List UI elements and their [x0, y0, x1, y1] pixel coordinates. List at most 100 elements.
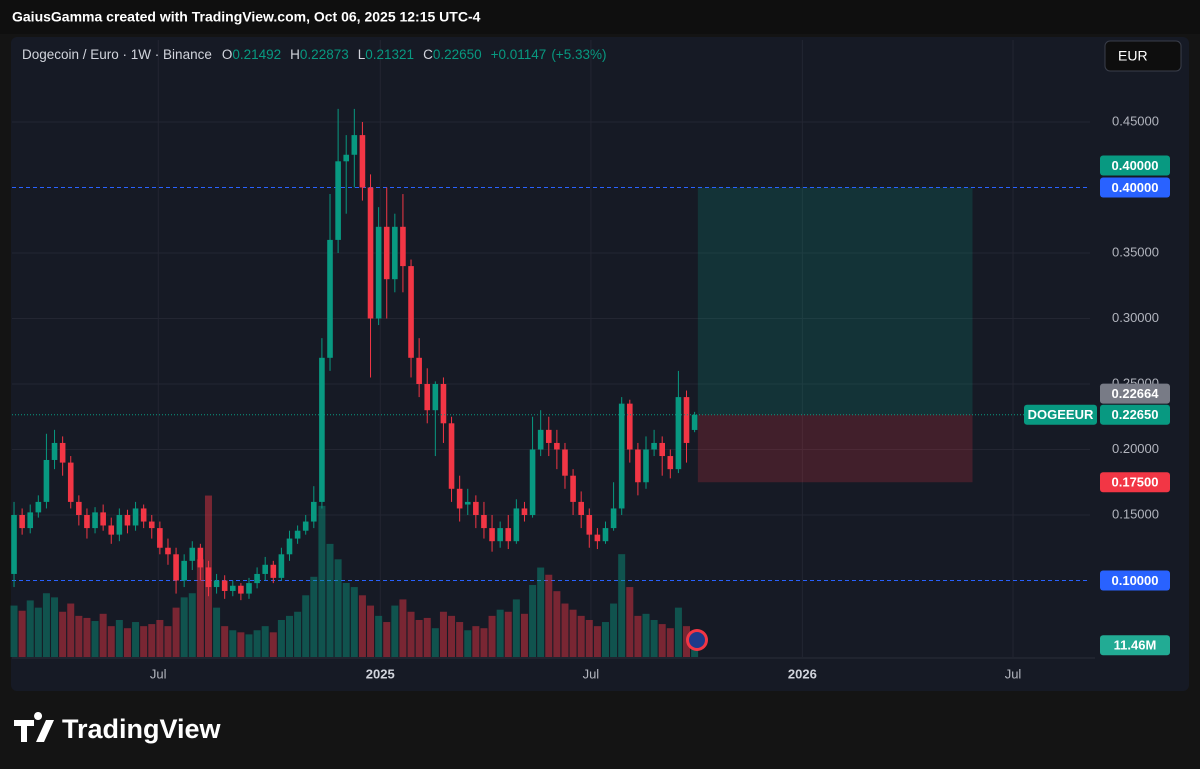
candle-body [59, 442, 66, 463]
candle-body [67, 462, 74, 502]
price-tag [1100, 472, 1170, 493]
y-tick-label: 0.35000 [1112, 244, 1159, 259]
candle-body [254, 573, 260, 584]
candle-body [610, 508, 617, 529]
price-tag [1024, 404, 1097, 425]
volume-bar [83, 617, 91, 657]
candle-body [392, 226, 398, 280]
price-tag [1100, 177, 1170, 198]
volume-bar [691, 645, 699, 657]
candle-body [481, 514, 487, 529]
volume-bar [302, 595, 310, 657]
volume-bar [512, 599, 520, 657]
volume-bar [229, 630, 237, 657]
volume-bar [383, 622, 391, 657]
volume-bar [18, 610, 26, 657]
volume-bar [480, 628, 488, 657]
candle-body [554, 442, 560, 450]
volume-bar [666, 628, 674, 657]
candle-body [497, 528, 503, 542]
legend-item: 0.21492 [232, 47, 281, 62]
volume-bar [448, 615, 456, 657]
volume-bar [496, 609, 504, 657]
icon-core [689, 632, 705, 648]
volume-bar [553, 591, 561, 657]
candle-body [691, 414, 698, 430]
volume-bar [358, 595, 366, 657]
candle-body [76, 501, 82, 515]
volume-bar [569, 609, 577, 657]
price-tag-label: 0.40000 [1112, 180, 1159, 195]
candle-body [683, 397, 690, 443]
volume-bar [196, 559, 204, 657]
y-tick-label: 0.45000 [1112, 113, 1159, 128]
candle-body [570, 475, 576, 502]
volume-bar [156, 619, 164, 657]
candle-body [270, 564, 277, 578]
volume-bar [674, 607, 682, 657]
candle-body [529, 449, 536, 515]
candle-body [124, 514, 131, 526]
candle-body [294, 530, 301, 539]
volume-bar [561, 603, 569, 657]
volume-bar [464, 630, 472, 657]
candle-body [513, 508, 520, 542]
volume-bar [164, 626, 172, 657]
candle-body [375, 226, 382, 319]
candle-body [319, 357, 325, 502]
price-tag-label: 0.22664 [1112, 386, 1160, 401]
legend: Dogecoin / Euro · 1W · Binance O0.21492 H0… [22, 47, 606, 62]
price-tag-label: 0.10000 [1112, 573, 1159, 588]
candle-body [148, 521, 155, 529]
volume-bar [342, 582, 350, 657]
volume-bar [658, 624, 666, 657]
candle-body [311, 501, 317, 522]
volume-bar [391, 605, 399, 657]
candle-body [35, 501, 42, 513]
legend-item: 0.21321 [365, 47, 414, 62]
candle-body [221, 580, 228, 591]
candle-body [51, 442, 58, 460]
volume-bar [407, 611, 415, 657]
price-tag-label: 11.46M [1114, 638, 1157, 653]
candle-body [359, 135, 366, 188]
price-tag [1100, 570, 1170, 591]
candle-body [643, 449, 649, 483]
volume-bar [642, 613, 650, 657]
volume-bar [253, 630, 261, 657]
price-tag [1100, 404, 1170, 425]
candle-body [108, 525, 115, 535]
volume-bar [213, 607, 221, 657]
volume-bar [148, 624, 156, 657]
candle-body [505, 528, 512, 542]
candle-body [562, 449, 568, 476]
candle-body [626, 403, 633, 450]
volume-bar [375, 615, 383, 657]
volume-bar [585, 619, 593, 657]
volume-bar [456, 622, 464, 657]
candle-body [521, 508, 528, 515]
candle-body [140, 508, 147, 522]
candle-body [181, 560, 187, 581]
volume-bar [172, 607, 180, 657]
candle-body [586, 514, 593, 535]
volume-bar [318, 505, 326, 657]
volume-bar [123, 628, 131, 657]
logo-mark [14, 712, 54, 742]
candle-body [424, 384, 431, 411]
price-tag [1100, 383, 1170, 404]
candle-body [659, 442, 666, 457]
currency-button[interactable] [1104, 40, 1182, 72]
legend-item: O [222, 47, 233, 62]
candle-body [27, 512, 34, 529]
price-tag-label: 0.22650 [1112, 407, 1159, 422]
volume-bar [99, 613, 107, 657]
candle-body [205, 567, 212, 588]
volume-bar [626, 587, 634, 657]
volume-bar [610, 603, 618, 657]
volume-bar [26, 600, 34, 657]
price-tag [1100, 635, 1170, 656]
candle-body [578, 501, 584, 515]
x-tick-label: 2025 [366, 666, 395, 681]
